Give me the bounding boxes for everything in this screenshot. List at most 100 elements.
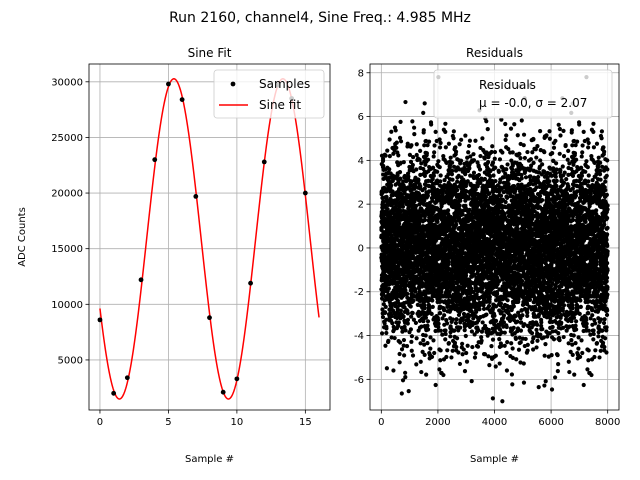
residual-point: [383, 153, 388, 158]
residual-point: [391, 368, 396, 373]
residual-point: [432, 350, 437, 356]
residual-point: [437, 165, 442, 170]
residual-point: [426, 139, 432, 144]
residual-point: [517, 151, 522, 157]
residual-point: [410, 310, 415, 316]
residual-point: [476, 172, 482, 178]
residual-point: [383, 343, 388, 348]
residual-point: [438, 173, 443, 178]
sample-point: [248, 280, 253, 286]
residual-point: [422, 198, 427, 203]
residual-point: [493, 353, 498, 358]
residual-point: [400, 329, 405, 334]
residual-point: [412, 132, 417, 137]
residual-point: [515, 226, 520, 232]
sample-point: [179, 97, 185, 103]
residual-point: [503, 137, 508, 142]
residual-point: [400, 204, 406, 209]
residual-point: [490, 337, 496, 342]
residual-point: [410, 162, 415, 168]
residual-point: [446, 259, 451, 264]
residual-point: [437, 137, 442, 142]
residual-point: [410, 353, 416, 358]
residual-point: [504, 368, 510, 373]
residual-point: [413, 320, 419, 326]
residual-point: [453, 191, 458, 196]
residual-point: [458, 294, 463, 299]
sine-fit-xlabel: Sample #: [185, 454, 234, 465]
residual-point: [421, 337, 426, 343]
residual-point: [453, 149, 459, 154]
residual-point: [450, 348, 455, 353]
residual-point: [435, 169, 440, 174]
residual-point: [427, 189, 432, 194]
residual-point: [432, 143, 437, 148]
residual-point: [503, 121, 508, 127]
sample-point: [261, 159, 267, 165]
residual-point: [436, 317, 441, 323]
residual-point: [477, 307, 482, 312]
residual-point: [443, 145, 448, 150]
residual-point: [430, 198, 435, 203]
residual-point: [411, 317, 417, 322]
residual-point: [509, 341, 514, 346]
residual-point: [425, 157, 431, 162]
residual-point: [384, 194, 389, 200]
residual-point: [408, 159, 414, 164]
residual-point: [444, 317, 449, 323]
residual-point: [405, 317, 411, 322]
residual-point: [460, 228, 465, 233]
sine-fit-legend-box: [213, 69, 325, 119]
residual-point: [438, 358, 443, 363]
residual-point: [515, 319, 520, 324]
residual-point: [504, 350, 509, 355]
residual-point: [419, 369, 424, 375]
residual-point: [440, 316, 445, 321]
residual-point: [408, 304, 413, 309]
residual-point: [477, 167, 483, 172]
residual-point: [467, 138, 473, 143]
residual-point: [422, 342, 427, 347]
residual-point: [463, 333, 468, 339]
residual-point: [442, 308, 447, 313]
residual-point: [500, 150, 505, 155]
residual-point: [487, 363, 492, 368]
residual-point: [422, 303, 427, 308]
residual-point: [461, 347, 466, 352]
residual-point: [497, 361, 502, 366]
residual-point: [425, 193, 430, 198]
residual-point: [404, 343, 410, 349]
residual-point: [443, 121, 448, 126]
residual-point: [501, 313, 507, 318]
residual-point: [493, 318, 499, 323]
residual-point: [516, 347, 522, 352]
residual-point: [435, 181, 440, 186]
residual-point: [514, 357, 519, 362]
residuals-data: [379, 75, 610, 404]
residual-point: [402, 173, 407, 179]
residual-point: [496, 169, 501, 174]
residual-point: [430, 176, 435, 182]
residual-point: [405, 311, 411, 316]
sine-fit-ytick-label: 30000: [51, 77, 83, 88]
residual-point: [422, 101, 427, 106]
residual-point: [510, 150, 515, 155]
residual-point: [398, 160, 403, 166]
residual-point: [413, 289, 418, 294]
residual-point: [443, 337, 448, 342]
residual-point: [429, 122, 434, 127]
residual-point: [425, 327, 431, 332]
residual-point: [469, 379, 474, 384]
residual-point: [437, 367, 442, 372]
sample-point: [152, 157, 158, 163]
residual-point: [396, 264, 401, 269]
residual-point: [403, 99, 408, 105]
sample-point: [138, 277, 144, 283]
sine-fit-xtick-label: 10: [231, 417, 244, 428]
residual-point: [464, 350, 469, 356]
residual-point: [454, 317, 459, 322]
sine-fit-title: Sine Fit: [188, 46, 232, 60]
residual-point: [459, 158, 464, 163]
residual-point: [457, 203, 462, 208]
